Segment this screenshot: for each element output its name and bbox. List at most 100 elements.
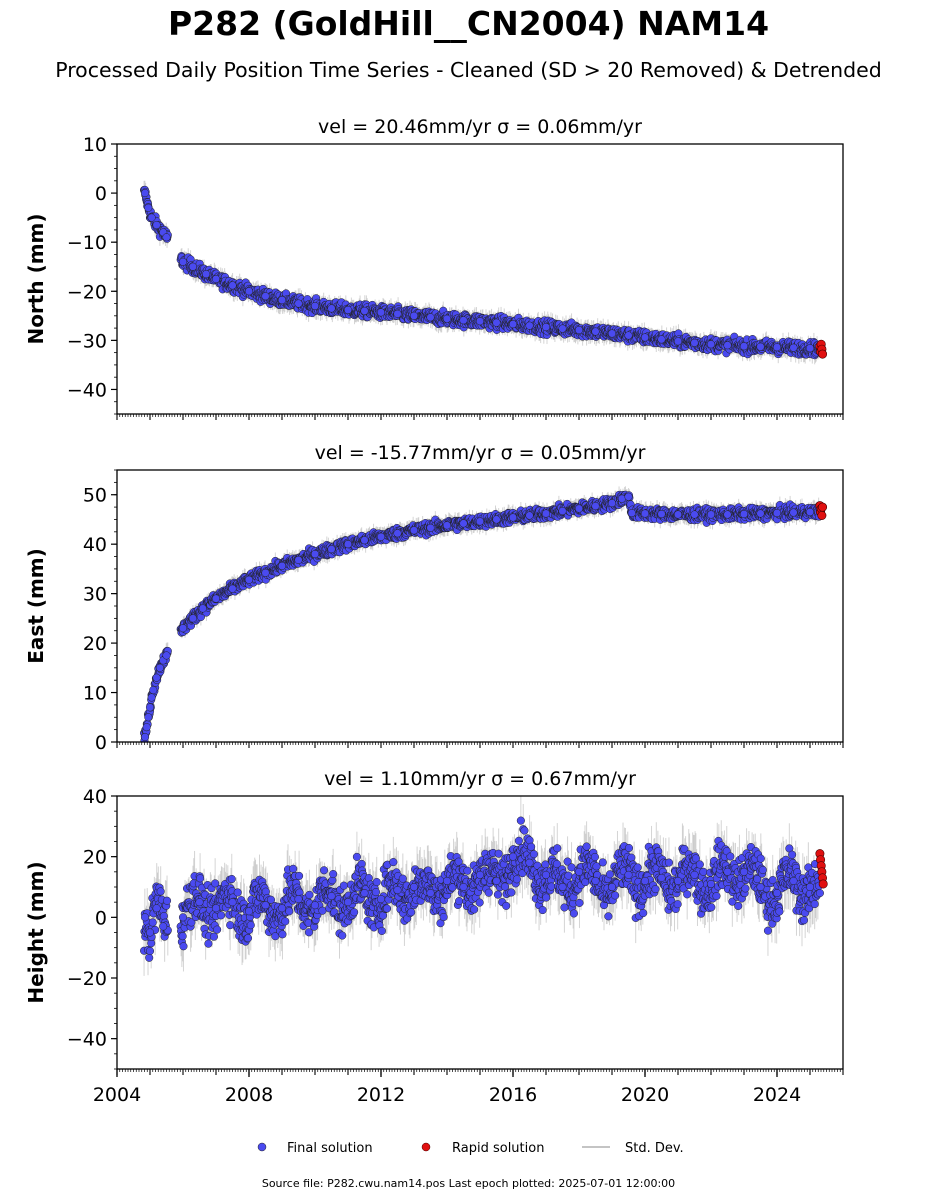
data-point xyxy=(569,909,578,918)
data-point xyxy=(591,502,600,511)
data-point xyxy=(277,296,287,305)
data-point xyxy=(547,882,556,891)
data-point xyxy=(226,921,235,930)
data-point xyxy=(756,509,765,518)
data-point xyxy=(407,908,416,917)
y-axis-label: North (mm) xyxy=(24,213,48,344)
data-point xyxy=(244,575,254,584)
data-point xyxy=(144,203,153,212)
data-point xyxy=(574,504,584,513)
data-point xyxy=(393,309,402,318)
data-point xyxy=(343,305,353,314)
data-point xyxy=(627,508,636,518)
data-point xyxy=(673,337,683,346)
data-point xyxy=(756,342,765,351)
plot-area xyxy=(140,486,828,742)
data-point xyxy=(233,888,242,897)
data-point xyxy=(734,901,743,911)
data-point xyxy=(564,871,573,880)
y-tick-label: −30 xyxy=(67,330,107,352)
data-point xyxy=(155,663,164,672)
data-point xyxy=(162,896,172,905)
data-point xyxy=(475,517,485,526)
y-tick-label: 20 xyxy=(83,633,107,655)
data-point xyxy=(690,338,699,347)
data-point xyxy=(211,879,220,888)
data-point xyxy=(707,903,716,912)
data-point xyxy=(382,904,392,913)
data-point xyxy=(789,508,798,517)
data-point xyxy=(470,905,479,914)
data-point xyxy=(516,816,525,825)
data-point xyxy=(442,314,452,323)
data-point xyxy=(627,853,636,862)
data-point xyxy=(529,850,538,859)
data-point xyxy=(178,257,188,266)
y-tick-label: −40 xyxy=(67,379,107,401)
data-point xyxy=(657,335,666,344)
data-point xyxy=(281,917,290,926)
data-point xyxy=(187,918,196,927)
y-tick-label: 50 xyxy=(83,485,107,507)
plot-area xyxy=(140,180,828,365)
data-point xyxy=(664,858,674,867)
data-point xyxy=(512,875,521,884)
data-point xyxy=(640,333,650,342)
data-point xyxy=(633,863,642,872)
data-point xyxy=(228,281,237,290)
data-point xyxy=(141,189,150,198)
data-point xyxy=(289,864,298,873)
data-point xyxy=(607,499,617,508)
data-point xyxy=(371,888,380,897)
data-point xyxy=(211,274,221,284)
data-point xyxy=(350,908,359,917)
data-point xyxy=(213,925,222,934)
data-point xyxy=(228,584,237,593)
data-point xyxy=(507,888,516,897)
panel-title: vel = -15.77mm/yr σ = 0.05mm/yr xyxy=(315,442,646,464)
data-point xyxy=(723,510,732,519)
data-point xyxy=(244,287,254,296)
data-point xyxy=(409,526,419,535)
data-point xyxy=(484,888,493,897)
data-point xyxy=(398,874,407,883)
chart-title: P282 (GoldHill__CN2004) NAM14 xyxy=(167,4,770,43)
data-point xyxy=(152,673,161,682)
data-point xyxy=(739,342,749,351)
data-point xyxy=(310,550,320,559)
data-point xyxy=(142,723,151,732)
data-point xyxy=(188,262,197,271)
final-solution-points xyxy=(140,816,824,962)
data-point xyxy=(294,299,303,308)
data-point xyxy=(607,329,617,338)
data-point xyxy=(624,492,633,501)
data-point xyxy=(459,519,468,528)
data-point xyxy=(376,308,386,317)
panel-title: vel = 20.46mm/yr σ = 0.06mm/yr xyxy=(318,116,642,138)
data-point xyxy=(463,866,472,875)
data-point xyxy=(712,891,721,901)
data-point xyxy=(179,942,188,951)
data-point xyxy=(598,858,607,867)
panel-0: vel = 20.46mm/yr σ = 0.06mm/yr North (mm)… xyxy=(24,116,844,420)
data-point xyxy=(574,326,584,335)
data-point xyxy=(558,506,567,516)
y-tick-label: 30 xyxy=(83,584,107,606)
y-tick-label: 10 xyxy=(83,134,107,156)
data-point xyxy=(318,906,327,915)
data-point xyxy=(327,545,336,554)
data-point xyxy=(338,931,347,940)
data-point xyxy=(442,521,452,530)
data-point xyxy=(805,344,815,353)
data-point xyxy=(673,900,682,909)
data-point xyxy=(639,908,648,918)
data-point xyxy=(227,874,236,884)
data-point xyxy=(726,852,735,861)
data-point xyxy=(805,507,815,517)
data-point xyxy=(493,890,502,899)
y-axis-label: Height (mm) xyxy=(24,861,48,1003)
data-point xyxy=(640,509,650,518)
data-point xyxy=(277,561,287,570)
data-point xyxy=(360,536,369,545)
data-point xyxy=(541,509,551,518)
